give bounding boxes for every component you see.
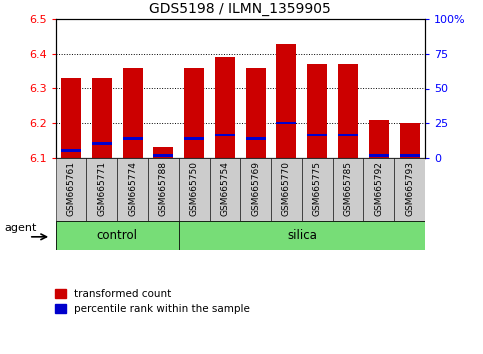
Bar: [92, 78, 112, 158]
Bar: [210, 158, 240, 221]
Text: GSM665770: GSM665770: [282, 161, 291, 216]
Text: GSM665793: GSM665793: [405, 161, 414, 216]
Bar: [276, 122, 297, 124]
Text: GSM665761: GSM665761: [67, 161, 75, 216]
Text: agent: agent: [4, 223, 37, 233]
Bar: [338, 64, 358, 158]
Bar: [399, 123, 420, 158]
Bar: [56, 221, 179, 250]
Bar: [215, 57, 235, 158]
Bar: [184, 68, 204, 158]
Bar: [117, 158, 148, 221]
Bar: [369, 154, 389, 157]
Bar: [215, 134, 235, 137]
Bar: [56, 158, 86, 221]
Bar: [399, 154, 420, 157]
Bar: [86, 158, 117, 221]
Text: GSM665754: GSM665754: [220, 161, 229, 216]
Bar: [246, 137, 266, 140]
Text: GSM665788: GSM665788: [159, 161, 168, 216]
Text: GSM665775: GSM665775: [313, 161, 322, 216]
Bar: [61, 149, 81, 152]
Bar: [123, 68, 142, 158]
Text: GSM665769: GSM665769: [251, 161, 260, 216]
Bar: [246, 68, 266, 158]
Bar: [369, 120, 389, 158]
Bar: [179, 221, 425, 250]
Text: GSM665771: GSM665771: [97, 161, 106, 216]
Bar: [240, 158, 271, 221]
Bar: [333, 158, 364, 221]
Bar: [61, 78, 81, 158]
Bar: [92, 142, 112, 145]
Bar: [271, 158, 302, 221]
Bar: [148, 158, 179, 221]
Legend: transformed count, percentile rank within the sample: transformed count, percentile rank withi…: [51, 285, 254, 318]
Title: GDS5198 / ILMN_1359905: GDS5198 / ILMN_1359905: [149, 2, 331, 16]
Bar: [364, 158, 394, 221]
Text: control: control: [97, 229, 138, 242]
Bar: [184, 137, 204, 140]
Bar: [153, 147, 173, 158]
Bar: [394, 158, 425, 221]
Text: GSM665785: GSM665785: [343, 161, 353, 216]
Bar: [307, 134, 327, 137]
Text: GSM665750: GSM665750: [190, 161, 199, 216]
Bar: [302, 158, 333, 221]
Bar: [307, 64, 327, 158]
Text: GSM665792: GSM665792: [374, 161, 384, 216]
Bar: [338, 134, 358, 137]
Bar: [179, 158, 210, 221]
Bar: [123, 137, 142, 140]
Text: GSM665774: GSM665774: [128, 161, 137, 216]
Text: silica: silica: [287, 229, 317, 242]
Bar: [153, 154, 173, 157]
Bar: [276, 44, 297, 158]
